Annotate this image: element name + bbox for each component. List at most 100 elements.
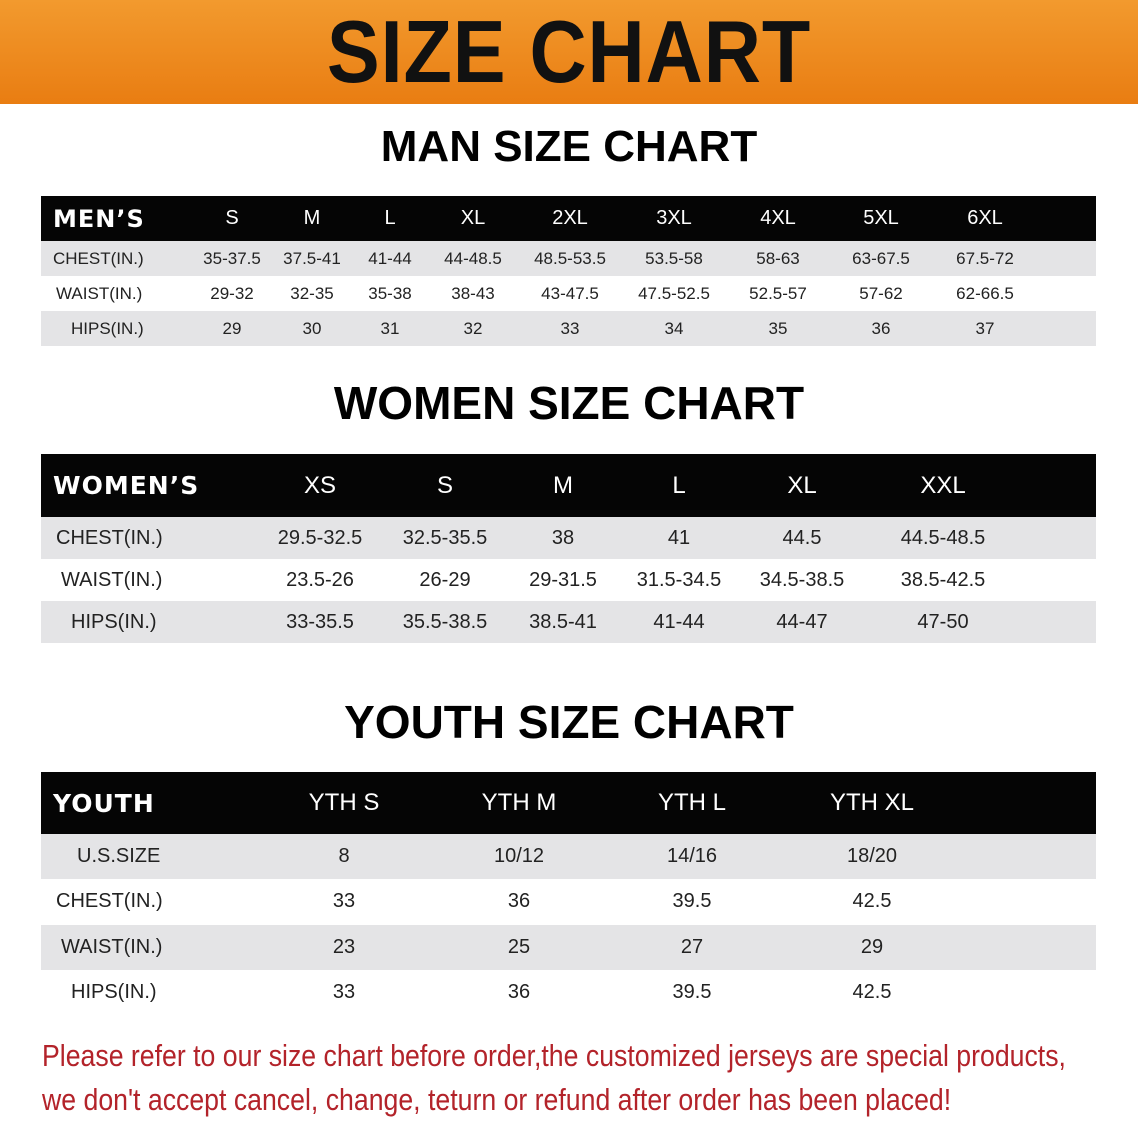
table-row: HIPS(IN.) 33 36 39.5 42.5 — [41, 969, 1096, 1016]
measurement-value: 38-43 — [451, 283, 495, 303]
measurement-value: 63-67.5 — [852, 248, 910, 268]
measurement-value: 35-38 — [368, 283, 412, 303]
measurement-value: 57-62 — [859, 283, 903, 303]
measurement-value: 36 — [507, 981, 531, 1004]
measurement-value: 18/20 — [846, 845, 898, 868]
measurement-value: 47-50 — [917, 610, 969, 633]
measurement-value: 44.5-48.5 — [900, 526, 986, 549]
header-label: YOUTH — [53, 788, 155, 818]
header-label: WOMEN’S — [53, 471, 200, 500]
measurement-value: 29-31.5 — [529, 568, 597, 591]
table-header-row: WOMEN’S XS S M L XL XXL — [41, 454, 1096, 517]
measurement-value: 44-47 — [776, 610, 828, 633]
measurement-value: 23 — [332, 935, 356, 958]
measurement-value: 62-66.5 — [956, 283, 1014, 303]
measurement-label: HIPS(IN.) — [71, 318, 144, 338]
measurement-value: 44-48.5 — [444, 248, 502, 268]
size-header: YTH S — [308, 789, 380, 816]
table-row: HIPS(IN.) 33-35.5 35.5-38.5 38.5-41 41-44 44-… — [41, 601, 1096, 643]
size-header: 4XL — [760, 207, 796, 229]
measurement-value: 47.5-52.5 — [638, 283, 710, 303]
size-header: YTH L — [657, 789, 727, 816]
measurement-label: WAIST(IN.) — [61, 935, 163, 958]
measurement-value: 53.5-58 — [645, 248, 703, 268]
size-header: XS — [303, 471, 337, 499]
youth-title: YOUTH SIZE CHART — [344, 696, 794, 748]
women-size-table: WOMEN’S XS S M L XL XXL CHEST(IN.) 29.5-32.5 32.5… — [41, 454, 1096, 643]
measurement-value: 31.5-34.5 — [636, 568, 722, 591]
table-row: WAIST(IN.) 23.5-26 26-29 29-31.5 31.5-34.5 34… — [41, 559, 1096, 601]
notice-line-1: Please refer to our size chart before or… — [42, 1038, 1066, 1073]
measurement-value: 48.5-53.5 — [534, 248, 606, 268]
table-row: CHEST(IN.) 33 36 39.5 42.5 — [41, 879, 1096, 925]
measurement-value: 34.5-38.5 — [759, 568, 845, 591]
measurement-value: 38 — [551, 526, 575, 549]
measurement-value: 23.5-26 — [286, 568, 354, 591]
measurement-value: 33-35.5 — [286, 610, 354, 633]
measurement-value: 34 — [664, 318, 684, 338]
measurement-value: 42.5 — [852, 981, 892, 1004]
table-row: CHEST(IN.) 29.5-32.5 32.5-35.5 38 41 44.5 44.5… — [41, 517, 1096, 559]
size-header: YTH XL — [829, 789, 915, 816]
notice-line-2: we don't accept cancel, change, teturn o… — [42, 1082, 952, 1117]
size-header: XXL — [920, 471, 966, 499]
measurement-value: 37.5-41 — [283, 248, 341, 268]
measurement-value: 29.5-32.5 — [277, 526, 363, 549]
measurement-label: CHEST(IN.) — [56, 526, 163, 549]
measurement-value: 43-47.5 — [541, 283, 599, 303]
size-header: S — [225, 207, 239, 229]
measurement-value: 37 — [975, 318, 995, 338]
banner-title: SIZE CHART — [326, 2, 812, 101]
measurement-value: 44.5 — [782, 526, 822, 549]
measurement-value: 26-29 — [419, 568, 471, 591]
size-header: 2XL — [552, 207, 588, 229]
measurement-label: HIPS(IN.) — [71, 981, 157, 1004]
measurement-value: 42.5 — [852, 890, 892, 913]
measurement-label: CHEST(IN.) — [53, 248, 144, 268]
measurement-value: 14/16 — [666, 845, 718, 868]
youth-size-table: YOUTH YTH S YTH M YTH L YTH XL U.S.SIZE 8 10/12… — [41, 772, 1096, 1016]
measurement-value: 33 — [332, 890, 356, 913]
measurement-value: 41-44 — [368, 248, 412, 268]
size-header: XL — [787, 471, 817, 499]
table-row: CHEST(IN.) 35-37.5 37.5-41 41-44 44-48.5 48.5… — [41, 241, 1096, 276]
measurement-value: 10/12 — [493, 845, 545, 868]
measurement-value: 32.5-35.5 — [402, 526, 488, 549]
measurement-value: 38.5-41 — [529, 610, 597, 633]
size-header: L — [672, 471, 686, 499]
table-row: WAIST(IN.) 29-32 32-35 35-38 38-43 43-47.5 47.… — [41, 276, 1096, 311]
measurement-value: 67.5-72 — [956, 248, 1014, 268]
measurement-value: 33 — [332, 981, 356, 1004]
size-header: S — [436, 471, 454, 499]
measurement-value: 35 — [768, 318, 788, 338]
measurement-value: 29-32 — [210, 283, 254, 303]
size-header: L — [384, 207, 396, 229]
size-header: 5XL — [863, 207, 899, 229]
men-size-table: MEN’S S M L XL 2XL 3XL 4XL 5XL 6XL CHEST(IN.) 35-37… — [41, 196, 1096, 346]
measurement-value: 38.5-42.5 — [900, 568, 986, 591]
table-header-row: MEN’S S M L XL 2XL 3XL 4XL 5XL 6XL — [41, 196, 1096, 241]
size-header: M — [303, 207, 321, 229]
measurement-value: 52.5-57 — [749, 283, 807, 303]
measurement-value: 27 — [680, 935, 704, 958]
header-label: MEN’S — [53, 204, 145, 233]
measurement-label: HIPS(IN.) — [71, 610, 157, 633]
measurement-value: 35.5-38.5 — [402, 610, 488, 633]
measurement-label: WAIST(IN.) — [56, 283, 143, 303]
size-header: 6XL — [967, 207, 1003, 229]
measurement-value: 32 — [463, 318, 483, 338]
measurement-value: 33 — [560, 318, 580, 338]
size-header: M — [553, 471, 573, 499]
measurement-value: 35-37.5 — [203, 248, 261, 268]
size-header: YTH M — [481, 789, 557, 816]
measurement-value: 30 — [302, 318, 322, 338]
table-row: HIPS(IN.) 29 30 31 32 33 34 35 36 37 — [41, 311, 1096, 346]
measurement-value: 8 — [338, 845, 350, 868]
measurement-value: 41-44 — [653, 610, 705, 633]
measurement-label: WAIST(IN.) — [61, 568, 163, 591]
measurement-value: 32-35 — [290, 283, 334, 303]
measurement-value: 25 — [507, 935, 531, 958]
banner: SIZE CHART — [0, 0, 1138, 104]
table-row: WAIST(IN.) 23 25 27 29 — [41, 924, 1096, 970]
measurement-label: CHEST(IN.) — [56, 890, 163, 913]
